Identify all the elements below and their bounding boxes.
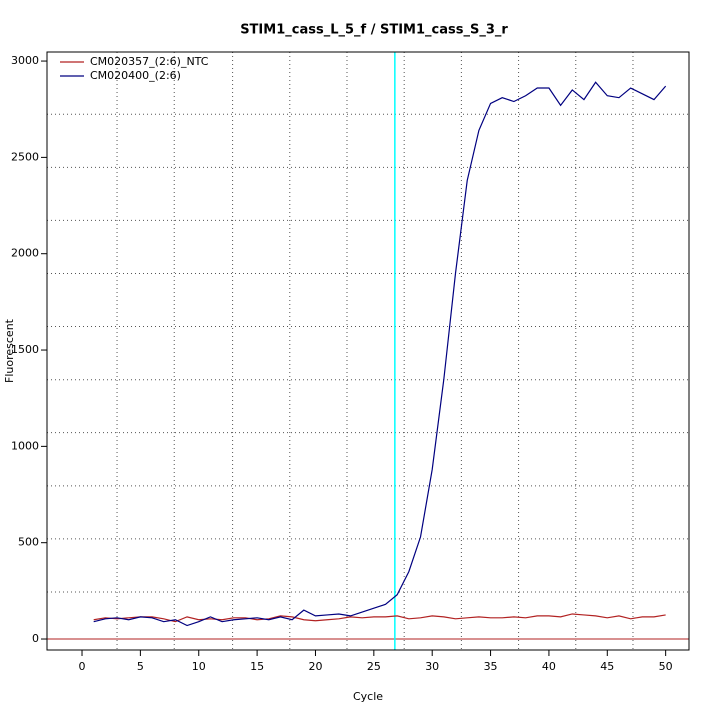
x-tick-label: 25: [367, 660, 381, 673]
y-tick-label: 1500: [11, 343, 39, 356]
data-line: [93, 613, 666, 623]
y-tick-label: 0: [32, 632, 39, 645]
legend-label: CM020400_(2:6): [90, 69, 181, 82]
x-tick-label: 30: [425, 660, 439, 673]
y-tick-label: 2500: [11, 150, 39, 163]
legend-label: CM020357_(2:6)_NTC: [90, 55, 209, 68]
x-tick-label: 5: [137, 660, 144, 673]
x-tick-label: 15: [250, 660, 264, 673]
x-tick-label: 0: [79, 660, 86, 673]
data-line: [93, 81, 667, 627]
x-tick-label: 10: [192, 660, 206, 673]
y-tick-label: 1000: [11, 439, 39, 452]
x-tick-label: 20: [308, 660, 322, 673]
y-tick-label: 500: [18, 536, 39, 549]
y-tick-label: 3000: [11, 54, 39, 67]
chart-title: STIM1_cass_L_5_f / STIM1_cass_S_3_r: [240, 23, 508, 38]
x-axis-label: Cycle: [353, 690, 383, 703]
x-tick-label: 50: [659, 660, 673, 673]
x-tick-label: 35: [484, 660, 498, 673]
plot-frame: [46, 51, 690, 651]
x-tick-label: 40: [542, 660, 556, 673]
x-tick-label: 45: [600, 660, 614, 673]
y-tick-label: 2000: [11, 247, 39, 260]
y-axis-label: Fluorescent: [3, 318, 16, 383]
